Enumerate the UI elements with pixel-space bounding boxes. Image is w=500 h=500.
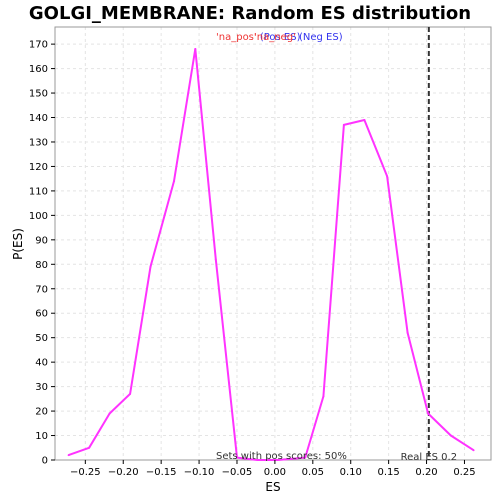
series-point [173,180,176,183]
series-point [235,456,238,459]
series-point [67,454,70,457]
series-point [256,459,259,461]
x-axis-label: ES [265,480,280,494]
plot-frame [54,26,492,461]
x-tick-label: −0.15 [146,467,177,478]
series-point [472,449,475,452]
series-line [68,48,475,461]
y-tick-label: 50 [35,333,48,344]
x-tick-label: 0.00 [264,467,286,478]
x-tick-label: −0.05 [222,467,253,478]
series-point [276,459,279,461]
y-tick-label: 80 [35,260,48,271]
series-point [129,392,132,395]
series-point [363,118,366,121]
x-tick-label: 0.25 [453,467,475,478]
legend: 'na_pos' (Pos ES)'na_neg' (Neg ES) [216,32,343,43]
series-point [108,412,111,415]
y-tick-label: 0 [42,456,48,467]
y-axis-label: P(ES) [11,228,25,260]
series-point [88,446,91,449]
y-tick-label: 130 [29,137,48,148]
series-point [342,123,345,126]
legend-entry-neg: 'na_neg' (Neg ES) [254,32,343,43]
y-axis: 0 10 20 30 40 50 60 70 80 90 100 110 120 130 140 150 160… [29,40,55,467]
series-point [194,48,197,51]
x-tick-label: −0.10 [184,467,215,478]
y-tick-label: 170 [29,40,48,51]
series-point [386,175,389,178]
x-axis: −0.25 −0.20 −0.15 −0.10 −0.05 0.00 0.05 0.10 0.1… [70,460,476,478]
x-tick-label: 0.20 [415,467,437,478]
y-tick-label: 30 [35,382,48,393]
series-point [149,265,152,268]
y-tick-label: 60 [35,309,48,320]
y-tick-label: 100 [29,211,48,222]
real-es-label: Real ES 0.2 [401,452,457,463]
y-tick-label: 150 [29,89,48,100]
series-point [304,456,307,459]
x-tick-label: 0.10 [340,467,362,478]
series-point [322,395,325,398]
series-point [406,331,409,334]
x-tick-label: 0.15 [378,467,400,478]
series-group [67,48,475,461]
legend-entry-pos: 'na_pos' (Pos ES) [216,32,301,43]
y-tick-label: 140 [29,113,48,124]
series-point [214,258,217,261]
y-tick-label: 20 [35,407,48,418]
y-tick-label: 40 [35,358,48,369]
chart-title: GOLGI_MEMBRANE: Random ES distribution [29,3,471,24]
x-tick-label: 0.05 [302,467,324,478]
y-tick-label: 70 [35,284,48,295]
x-tick-label: −0.20 [108,467,139,478]
series-point [449,434,452,437]
series-point [427,412,430,415]
x-tick-label: −0.25 [70,467,101,478]
pos-scores-annotation: Sets with pos scores: 50% [216,451,347,462]
y-tick-label: 110 [29,186,48,197]
grid [55,27,491,461]
y-tick-label: 90 [35,235,48,246]
y-tick-label: 160 [29,64,48,75]
y-tick-label: 120 [29,162,48,173]
y-tick-label: 10 [35,431,48,442]
